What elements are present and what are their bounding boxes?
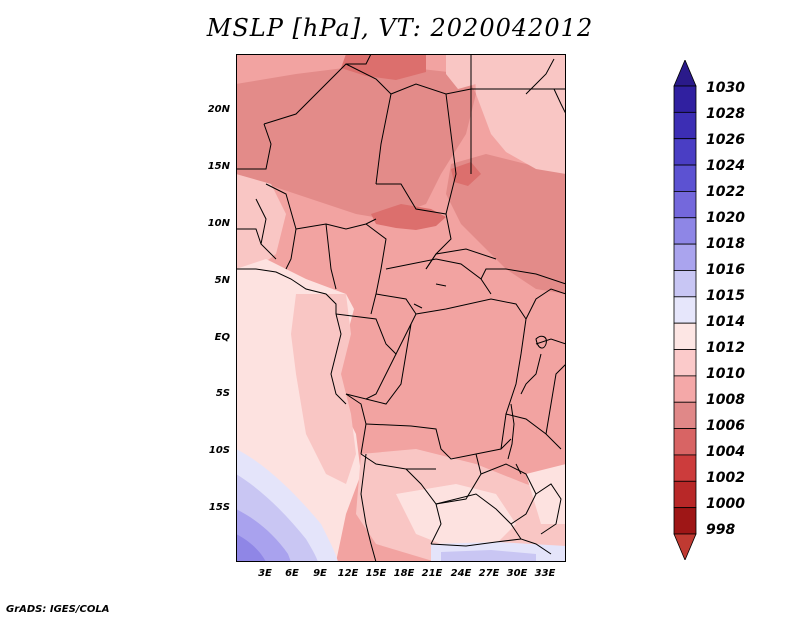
colorbar-bin [673, 507, 697, 535]
lon-label-12e: 12E [337, 568, 359, 579]
colorbar-bin [673, 138, 697, 166]
lon-label-9e: 9E [313, 568, 327, 579]
colorbar-bin [673, 322, 697, 350]
lon-label-21e: 21E [421, 568, 443, 579]
colorbar-bin [673, 164, 697, 192]
colorbar-bin [673, 454, 697, 482]
colorbar-bin [673, 375, 697, 403]
colorbar-label-1024: 1024 [706, 158, 745, 174]
colorbar-bin [673, 243, 697, 271]
field-south-strip-light [441, 550, 536, 562]
field-egypt-light [474, 54, 566, 174]
colorbar-label-1015: 1015 [706, 288, 745, 304]
lat-label-eq: EQ [214, 332, 230, 343]
lon-label-27e: 27E [478, 568, 500, 579]
grads-credit: GrADS: IGES/COLA [6, 604, 110, 615]
colorbar-label-1016: 1016 [706, 262, 745, 278]
colorbar-label-1030: 1030 [706, 80, 745, 96]
country-borders [236, 54, 566, 562]
colorbar-label-1018: 1018 [706, 236, 745, 252]
colorbar-bin [673, 85, 697, 113]
colorbar-label-1004: 1004 [706, 444, 745, 460]
field-kalahari [396, 484, 516, 546]
colorbar-bin [673, 428, 697, 456]
colorbar-label-1022: 1022 [706, 184, 745, 200]
lat-label-15s: 15S [208, 502, 230, 513]
field-northeast-mid [446, 154, 566, 294]
colorbar-label-1010: 1010 [706, 366, 745, 382]
field-sudan-low [451, 162, 481, 186]
field-north-mid [236, 64, 476, 219]
colorbar-label-1028: 1028 [706, 106, 745, 122]
lon-label-6e: 6E [285, 568, 299, 579]
lat-label-10n: 10N [207, 218, 230, 229]
pressure-map [236, 54, 566, 562]
field-atl-dark [236, 534, 266, 562]
colorbar-label-1026: 1026 [706, 132, 745, 148]
colorbar [673, 60, 697, 560]
field-west-coast [236, 174, 286, 269]
field-coastal-mid [291, 294, 356, 484]
colorbar-bin [673, 111, 697, 140]
lon-label-30e: 30E [506, 568, 528, 579]
colorbar-bin [673, 270, 697, 298]
colorbar-label-1008: 1008 [706, 392, 745, 408]
colorbar-label-1000: 1000 [706, 496, 745, 512]
map-title: MSLP [hPa], VT: 2020042012 [206, 14, 594, 42]
colorbar-label-1006: 1006 [706, 418, 745, 434]
lakes [413, 283, 547, 475]
colorbar-bin [673, 533, 697, 560]
lon-label-18e: 18E [393, 568, 415, 579]
colorbar-label-1002: 1002 [706, 470, 745, 486]
colorbar-bin [673, 401, 697, 429]
colorbar-label-1012: 1012 [706, 340, 745, 356]
lat-label-10s: 10S [208, 445, 230, 456]
field-east-coast-south [526, 464, 566, 524]
colorbar-bin [673, 217, 697, 245]
colorbar-label-1020: 1020 [706, 210, 745, 226]
field-libya-light [446, 54, 476, 89]
lon-label-15e: 15E [365, 568, 387, 579]
lat-label-15n: 15N [207, 161, 230, 172]
lon-label-24e: 24E [450, 568, 472, 579]
lat-label-5s: 5S [215, 388, 230, 399]
colorbar-bin [673, 296, 697, 324]
colorbar-label-998: 998 [706, 522, 736, 538]
colorbar-label-1014: 1014 [706, 314, 745, 330]
colorbar-bin [673, 480, 697, 509]
lat-label-5n: 5N [214, 275, 230, 286]
colorbar-bin [673, 349, 697, 377]
colorbar-bin [673, 191, 697, 219]
field-sahara-low [341, 54, 426, 80]
colorbar-bin [673, 60, 697, 87]
lat-label-20n: 20N [207, 104, 230, 115]
lon-label-3e: 3E [258, 568, 272, 579]
lon-label-33e: 33E [534, 568, 556, 579]
